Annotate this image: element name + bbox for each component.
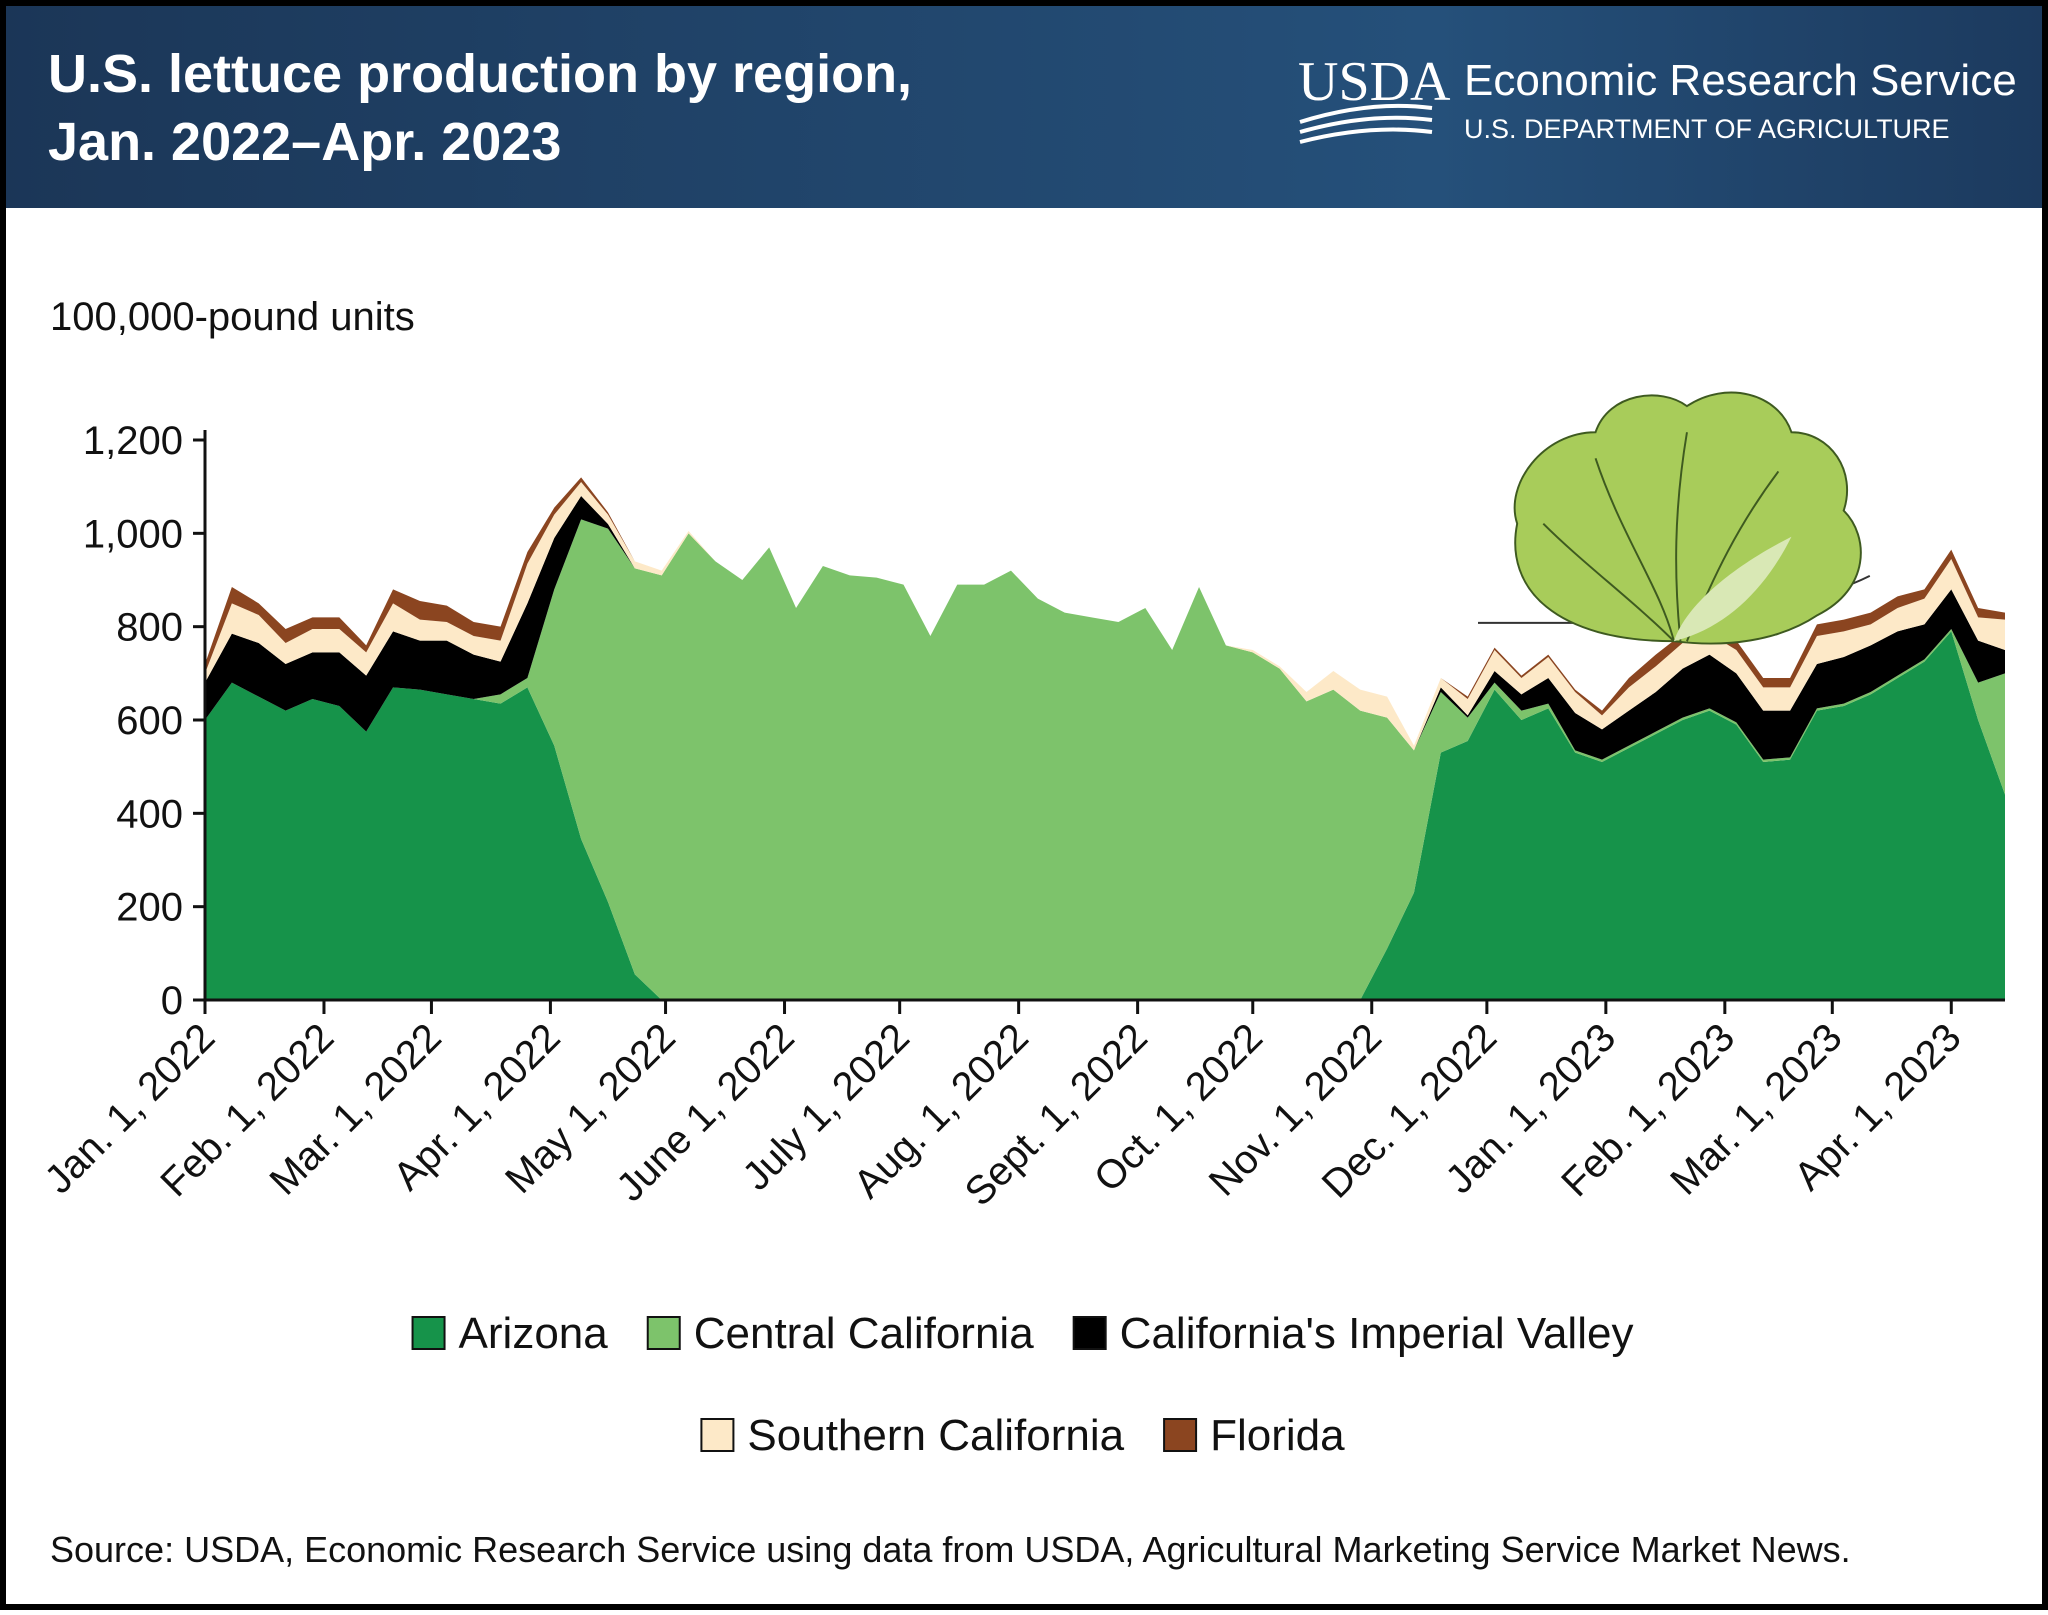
- legend-swatch: [411, 1316, 446, 1350]
- title: Jan. 2022–Apr. 2023: [48, 112, 561, 172]
- area: [205, 482, 2005, 751]
- y-axis-label: 100,000-pound units: [50, 295, 415, 339]
- y-tick-label: 0: [161, 979, 183, 1023]
- y-tick-label: 1,200: [83, 419, 183, 463]
- legend-swatch: [700, 1418, 735, 1452]
- legend: Arizona Central California California's Im…: [411, 1309, 1634, 1460]
- title: U.S. lettuce production by region,: [48, 44, 912, 104]
- source-note: Source: USDA, Economic Research Service …: [50, 1529, 1851, 1570]
- y-tick-label: 400: [116, 792, 183, 836]
- agency: Economic Research Service: [1464, 56, 2017, 105]
- legend-label: California's Imperial Valley: [1120, 1309, 1634, 1358]
- legend-swatch: [1163, 1418, 1198, 1452]
- header-band: [0, 0, 2048, 208]
- legend-label: Florida: [1210, 1411, 1345, 1460]
- y-tick-label: 200: [116, 886, 183, 930]
- legend-label: Southern California: [747, 1411, 1124, 1460]
- legend-swatch: [1072, 1316, 1107, 1350]
- lettuce-illustration: [1478, 391, 1871, 645]
- logo: USDA: [1298, 51, 1451, 113]
- area: [205, 519, 2005, 1000]
- y-tick-label: 600: [116, 699, 183, 743]
- department: U.S. DEPARTMENT OF AGRICULTURE: [1464, 114, 1950, 144]
- logo-swoosh: [1299, 103, 1433, 144]
- legend-swatch: [646, 1316, 681, 1350]
- legend-label: Central California: [694, 1309, 1034, 1358]
- area: [205, 631, 2005, 1000]
- y-tick-label: 1,000: [83, 512, 183, 556]
- area: [205, 496, 2005, 760]
- y-tick-label: 800: [116, 606, 183, 650]
- legend-label: Arizona: [459, 1309, 609, 1358]
